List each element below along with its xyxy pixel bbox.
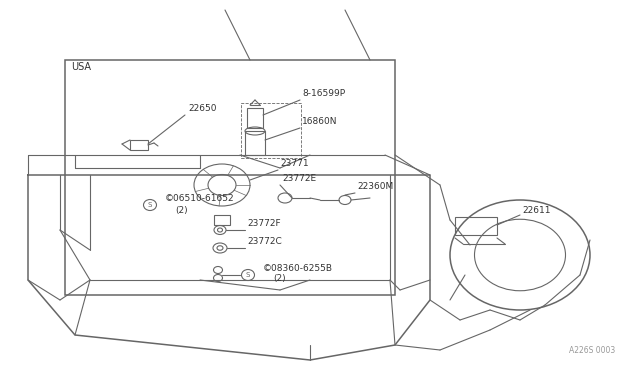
Text: 22611: 22611 [522,206,550,215]
Bar [214,215,230,225]
Text: 23772F: 23772F [247,219,280,228]
Text: 23772E: 23772E [282,174,316,183]
Text: (2): (2) [273,274,285,283]
Bar [65,60,395,295]
Ellipse shape [278,193,292,203]
Text: S: S [246,272,250,278]
Text: 22650: 22650 [188,104,216,113]
Bar [241,103,301,158]
Text: 23771: 23771 [280,159,308,168]
Text: ©08360-6255B: ©08360-6255B [263,264,333,273]
Text: (2): (2) [175,206,188,215]
Bar [455,217,497,235]
Text: 8-16599P: 8-16599P [302,89,345,98]
Text: 16860N: 16860N [302,117,337,126]
Text: USA: USA [71,62,91,72]
Ellipse shape [339,196,351,205]
Text: 23772C: 23772C [247,237,282,246]
Text: ©06510-61652: ©06510-61652 [165,194,235,203]
Text: A226S 0003: A226S 0003 [569,346,615,355]
Bar [130,140,148,150]
Bar [247,108,263,128]
Bar [245,131,265,155]
Text: S: S [148,202,152,208]
Text: 22360M: 22360M [357,182,393,191]
Ellipse shape [194,164,250,206]
